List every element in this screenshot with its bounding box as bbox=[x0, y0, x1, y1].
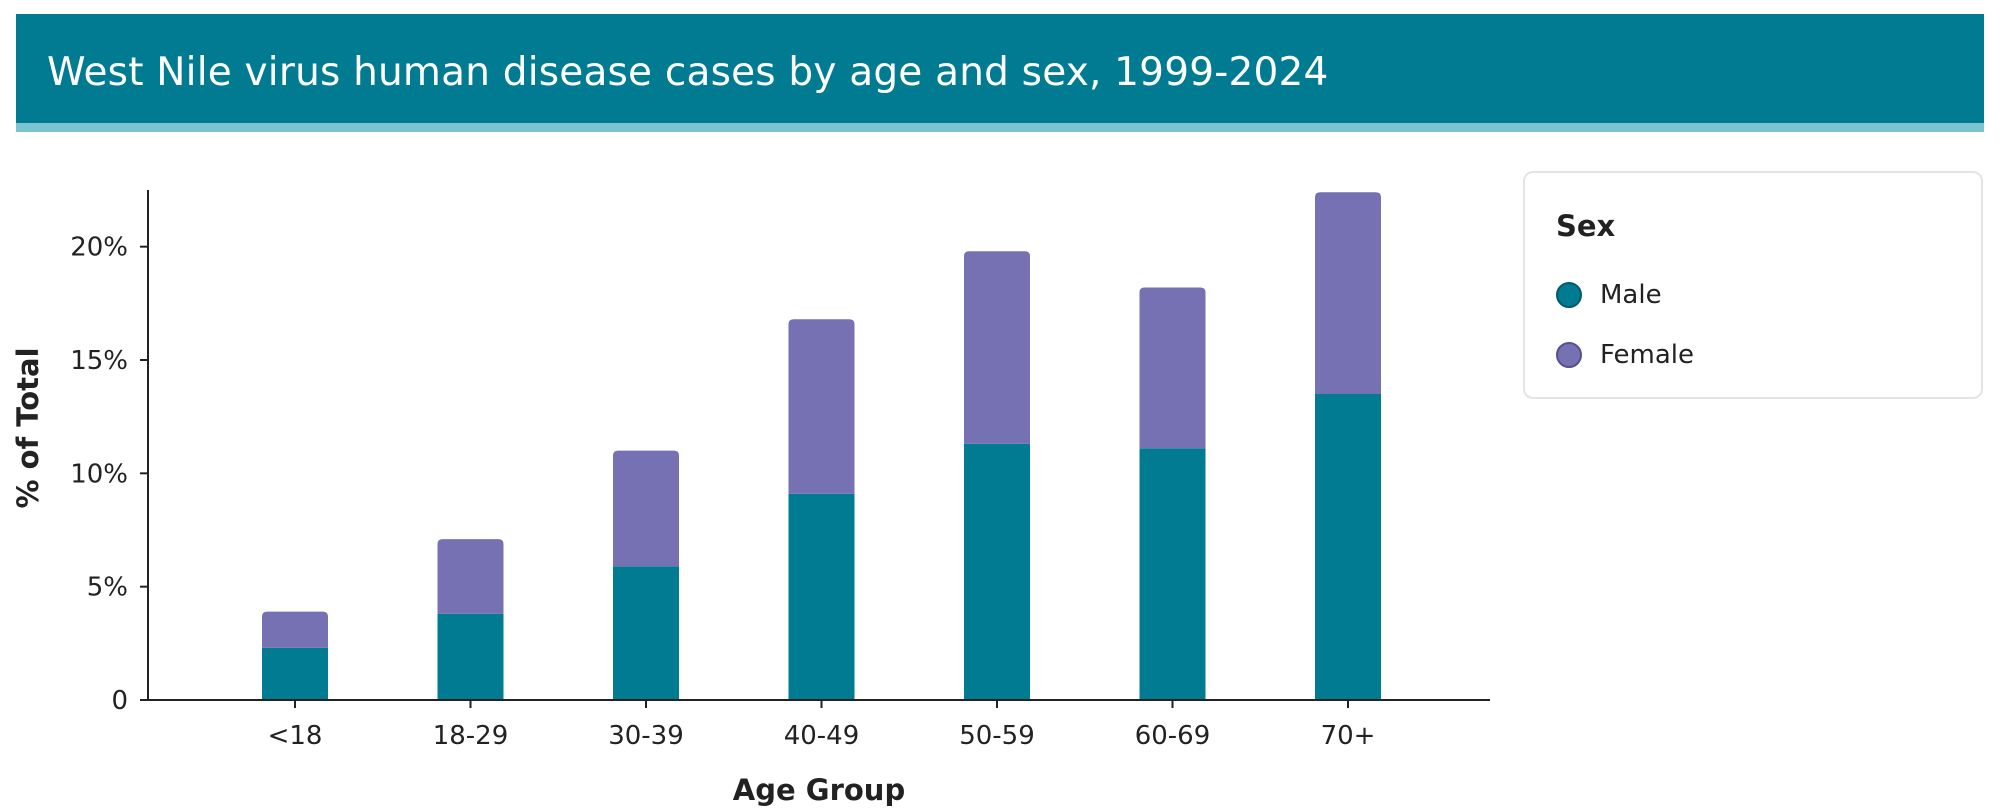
x-tick-label-4: 50-59 bbox=[959, 721, 1035, 751]
bar-male-3: 40-49 Male: 9.1% bbox=[788, 493, 855, 700]
y-axis-label: % of Total bbox=[11, 347, 45, 508]
bar-male-0: <18 Male: 2.3% bbox=[262, 647, 328, 700]
bar-female-3: 40-49 Female: 7.7% bbox=[788, 319, 855, 494]
chart-title: West Nile virus human disease cases by a… bbox=[47, 50, 1329, 95]
x-tick-label-2: 30-39 bbox=[608, 721, 684, 751]
legend: Sex Male Female bbox=[1523, 171, 1983, 399]
bar-female-5: 60-69 Female: 7.1% bbox=[1139, 287, 1206, 449]
y-tick-label-3: 15% bbox=[70, 346, 128, 376]
legend-swatch-male bbox=[1556, 282, 1582, 308]
x-axis-label: Age Group bbox=[733, 773, 905, 807]
x-tick-label-3: 40-49 bbox=[784, 721, 860, 751]
legend-swatch-female bbox=[1556, 342, 1582, 368]
bar-male-2: 30-39 Male: 5.9% bbox=[613, 566, 679, 700]
legend-item-male[interactable]: Male bbox=[1556, 279, 1662, 311]
bar-male-5: 60-69 Male: 11.1% bbox=[1139, 448, 1206, 700]
legend-item-female[interactable]: Female bbox=[1556, 339, 1694, 371]
x-tick-label-0: <18 bbox=[268, 721, 323, 751]
bar-male-1: 18-29 Male: 3.8% bbox=[437, 613, 504, 700]
bar-female-6: 70+ Female: 8.9% bbox=[1315, 192, 1381, 394]
y-tick-label-2: 10% bbox=[70, 459, 128, 489]
legend-label-male: Male bbox=[1600, 280, 1662, 310]
x-tick-label-6: 70+ bbox=[1321, 721, 1376, 751]
legend-title: Sex bbox=[1556, 209, 1616, 243]
legend-label-female: Female bbox=[1600, 340, 1695, 370]
bar-female-1: 18-29 Female: 3.3% bbox=[437, 539, 504, 614]
y-tick-label-4: 20% bbox=[70, 233, 128, 263]
y-tick-label-1: 5% bbox=[87, 573, 128, 603]
x-tick-label-5: 60-69 bbox=[1135, 721, 1211, 751]
bar-male-4: 50-59 Male: 11.3% bbox=[964, 443, 1030, 700]
x-tick-label-1: 18-29 bbox=[433, 721, 509, 751]
bar-female-0: <18 Female: 1.6% bbox=[262, 611, 328, 648]
bar-female-2: 30-39 Female: 5.1% bbox=[613, 450, 679, 567]
bar-male-6: 70+ Male: 13.5% bbox=[1315, 394, 1381, 700]
chart-header: West Nile virus human disease cases by a… bbox=[16, 14, 1984, 132]
y-tick-label-0: 0 bbox=[111, 686, 128, 716]
bar-female-4: 50-59 Female: 8.5% bbox=[964, 251, 1030, 444]
